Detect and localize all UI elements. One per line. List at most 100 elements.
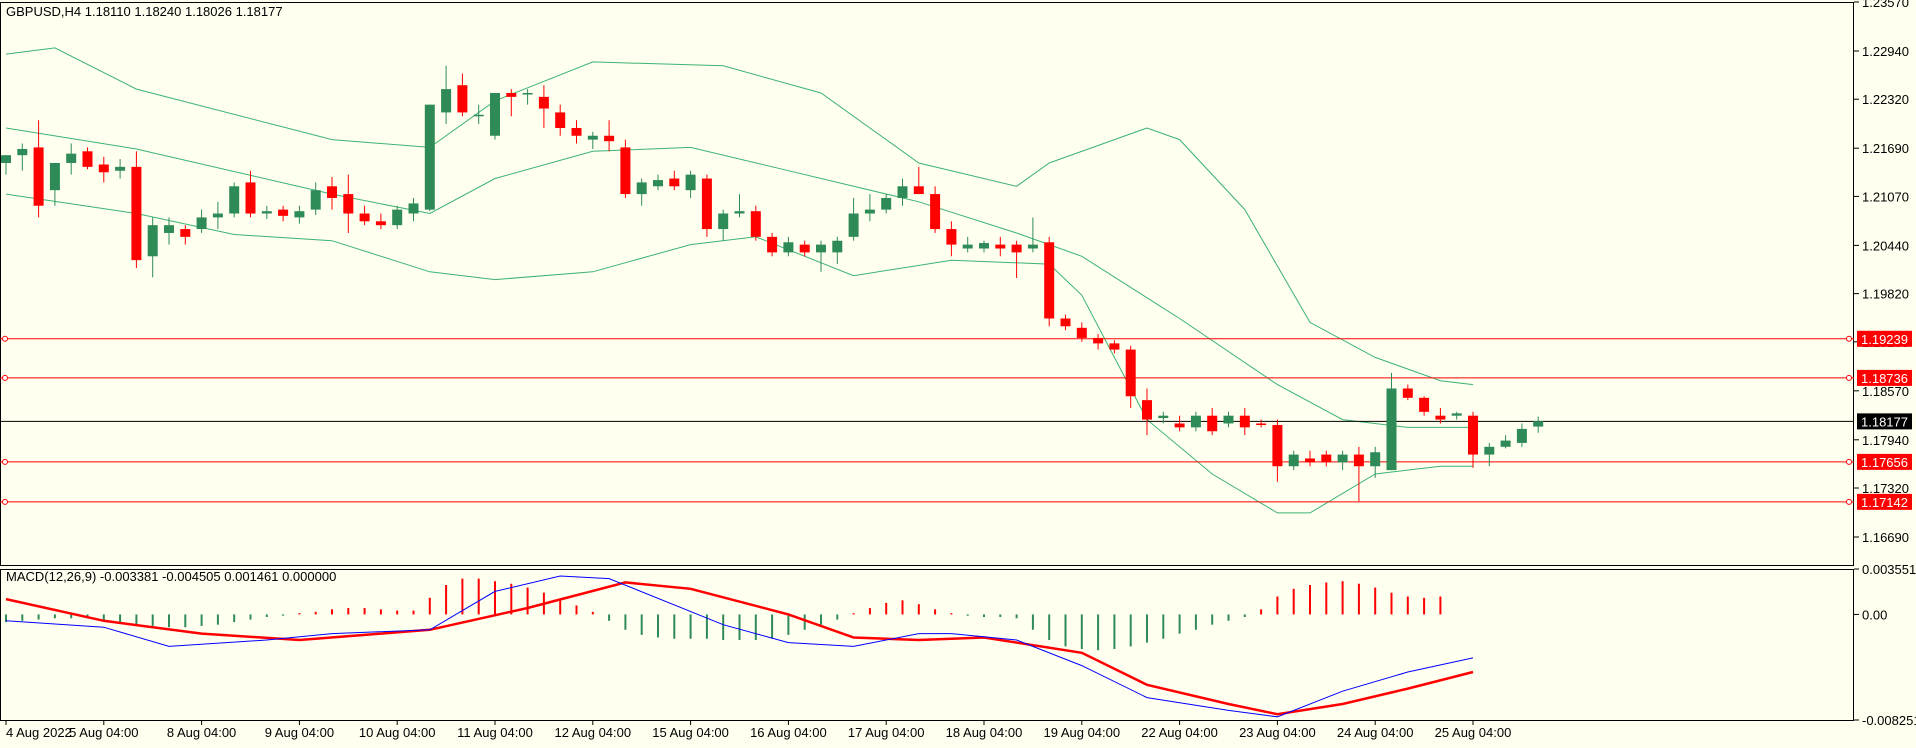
level-label-box: [1857, 453, 1912, 470]
candle: [930, 186, 941, 233]
candle: [375, 213, 386, 230]
macd-tick-label: 0.003551: [1862, 562, 1916, 577]
bollinger-upper-band: [5, 47, 1474, 386]
candle-body: [1207, 415, 1218, 432]
level-anchor: [1846, 374, 1852, 381]
candle: [424, 104, 435, 212]
candle: [392, 205, 403, 230]
candle-body: [816, 244, 826, 253]
candle: [1402, 384, 1413, 401]
candle: [180, 225, 191, 245]
candle-body: [66, 153, 77, 163]
candle-body: [1370, 452, 1381, 467]
candle: [1435, 407, 1446, 424]
candle-body: [1142, 400, 1152, 420]
candle: [1337, 450, 1348, 471]
candle-body: [408, 203, 419, 214]
time-tick-label: 5 Aug 04:00: [69, 725, 138, 740]
candle-body: [962, 244, 973, 249]
current-price-label: 1.18177: [1861, 414, 1908, 429]
time-tick-label: 23 Aug 04:00: [1239, 725, 1316, 740]
candle-body: [913, 186, 924, 195]
candle-body: [245, 182, 256, 214]
candle-body: [1484, 446, 1495, 455]
candle-body: [1516, 428, 1527, 443]
candle-body: [701, 178, 712, 230]
candle-body: [1419, 397, 1430, 412]
candle: [66, 143, 77, 175]
candle-body: [310, 190, 321, 210]
candle-body: [620, 147, 631, 195]
candle-body: [538, 96, 549, 109]
candle: [750, 205, 761, 241]
candle: [1174, 415, 1185, 432]
candle: [245, 170, 256, 218]
candle-body: [1076, 327, 1087, 338]
candle-body: [1239, 415, 1250, 428]
level-label: 1.19239: [1861, 332, 1908, 347]
macd-pane[interactable]: 0.003551 0.00 -0.008251: [0, 562, 1916, 728]
candle-body: [1256, 423, 1267, 426]
candle-body: [604, 135, 615, 142]
candle: [653, 174, 663, 191]
candle-body: [1468, 415, 1478, 455]
candle: [636, 178, 647, 206]
candle-body: [392, 209, 403, 226]
candle: [522, 89, 533, 105]
price-tick-label: 1.18570: [1862, 384, 1909, 399]
candle: [685, 170, 696, 198]
time-tick-label: 15 Aug 04:00: [652, 725, 729, 740]
candle-body: [783, 242, 794, 253]
macd-tick-label: -0.008251: [1862, 713, 1916, 728]
price-tick-label: 1.21690: [1862, 141, 1909, 156]
time-tick-label: 9 Aug 04:00: [265, 725, 334, 740]
candle-body: [375, 221, 386, 226]
candle: [555, 104, 566, 136]
level-label: 1.17656: [1861, 455, 1908, 470]
candle: [1239, 407, 1250, 436]
candle-body: [1500, 440, 1511, 447]
candle-body: [82, 151, 93, 167]
candle: [343, 174, 354, 233]
level-anchor: [2, 335, 8, 342]
candle: [1516, 423, 1527, 447]
candle: [98, 156, 109, 183]
candle: [799, 240, 810, 257]
candle: [979, 240, 989, 253]
candle-body: [147, 225, 158, 257]
candle-body: [1158, 415, 1169, 419]
candle-body: [1337, 454, 1348, 463]
candle: [164, 217, 174, 245]
candle: [669, 170, 680, 191]
candle: [604, 120, 615, 152]
candle: [538, 85, 549, 128]
candle: [1207, 407, 1218, 436]
candle: [864, 194, 875, 222]
price-tick-label: 1.16690: [1862, 530, 1909, 545]
price-frame: [0, 2, 1854, 566]
candle-body: [832, 240, 843, 253]
candle-body: [1125, 349, 1136, 397]
time-tick-label: 25 Aug 04:00: [1435, 725, 1512, 740]
candle-body: [1435, 415, 1446, 420]
candle-body: [490, 92, 500, 136]
candle-body: [1093, 337, 1104, 344]
candle-body: [555, 112, 566, 128]
candle: [33, 120, 44, 218]
current-price-box: [1857, 413, 1912, 430]
candle-body: [131, 166, 142, 261]
candle: [767, 232, 778, 257]
price-pane[interactable]: 1.23570 1.22940 1.22320 1.21690 1.21070 1.204…: [0, 0, 1912, 566]
level-anchor: [1846, 458, 1852, 465]
candle: [17, 143, 28, 171]
candle: [881, 194, 892, 214]
level-anchor: [2, 374, 8, 381]
candle: [1190, 411, 1201, 432]
candle: [1076, 322, 1087, 342]
macd-title: MACD(12,26,9) -0.003381 -0.004505 0.0014…: [6, 569, 336, 584]
candle-body: [1353, 454, 1364, 467]
price-tick-label: 1.19820: [1862, 287, 1909, 302]
level-label-box: [1857, 330, 1912, 347]
